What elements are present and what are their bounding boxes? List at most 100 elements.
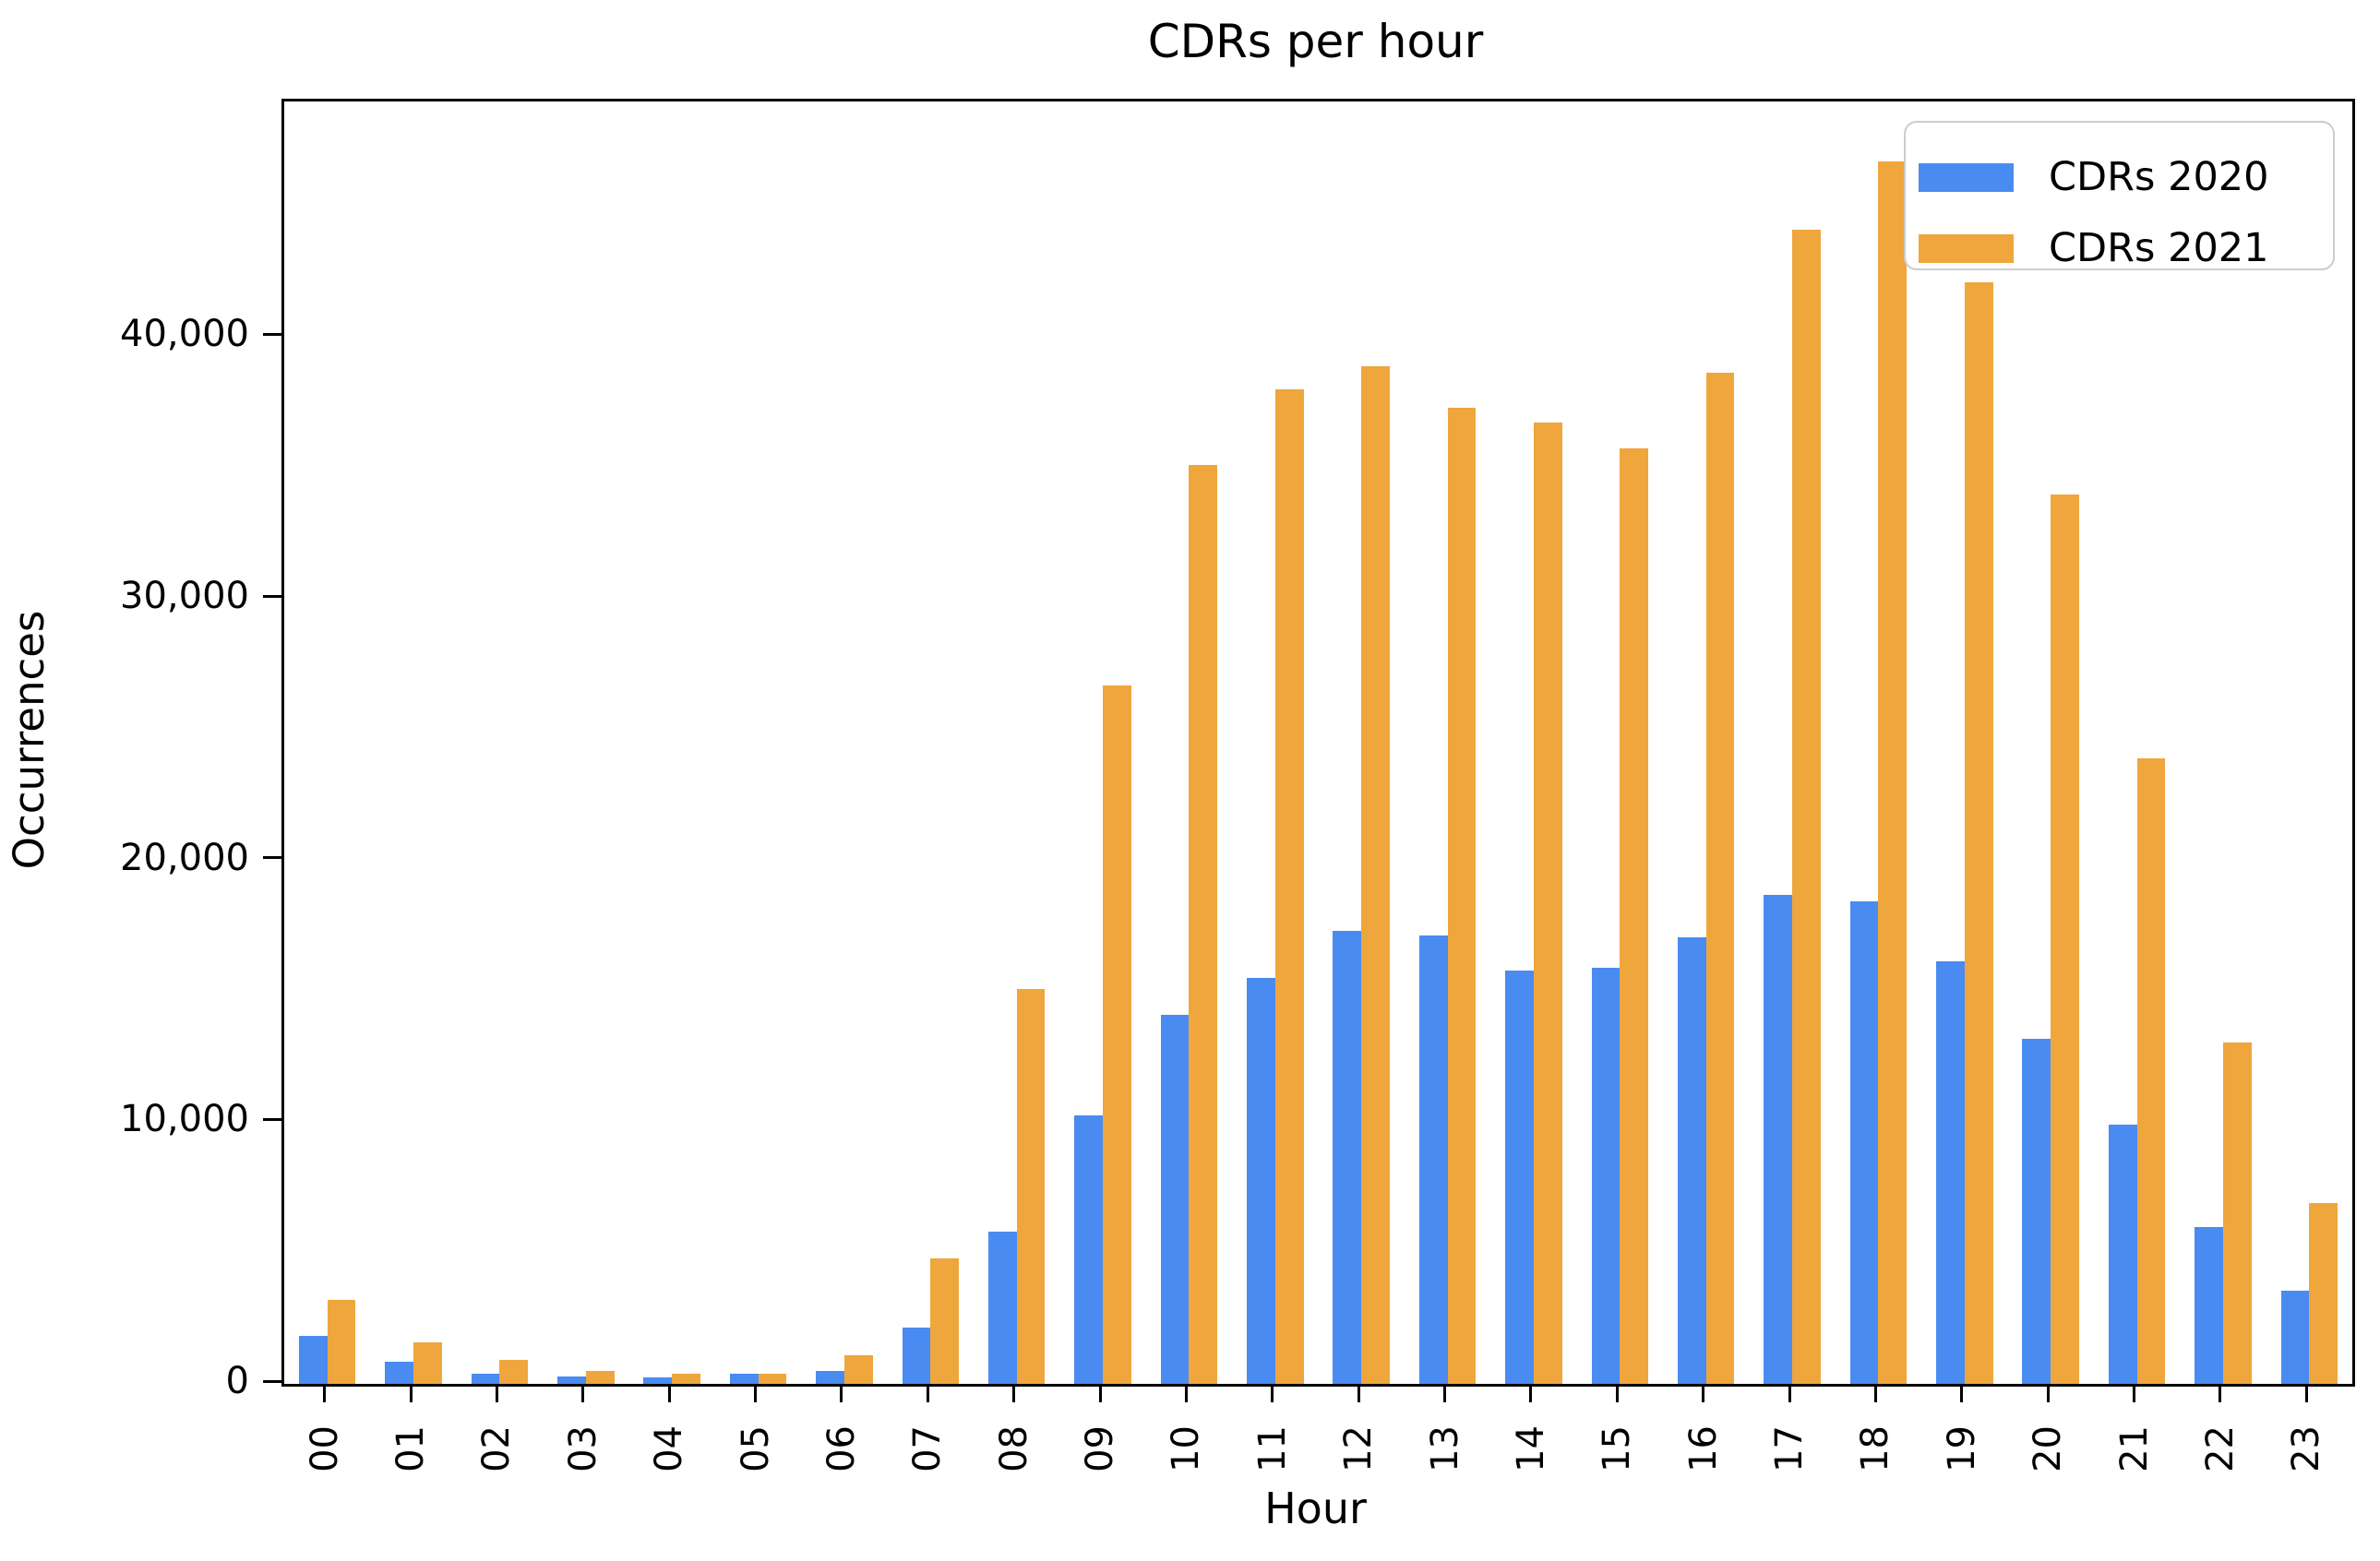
x-tick-mark-17 <box>1788 1384 1791 1402</box>
bar-cdrs-2020-hour-16 <box>1677 937 1706 1384</box>
bar-cdrs-2021-hour-15 <box>1620 447 1649 1384</box>
x-tick-label-21: 21 <box>2112 1425 2156 1472</box>
bar-cdrs-2021-hour-03 <box>585 1370 615 1384</box>
x-tick-mark-22 <box>2219 1384 2222 1402</box>
bar-cdrs-2020-hour-01 <box>385 1361 414 1384</box>
x-tick-mark-14 <box>1529 1384 1533 1402</box>
x-tick-label-12: 12 <box>1337 1425 1381 1472</box>
bar-cdrs-2020-hour-10 <box>1160 1015 1190 1384</box>
x-tick-label-16: 16 <box>1681 1425 1725 1472</box>
x-tick-label-03: 03 <box>561 1425 604 1472</box>
bar-cdrs-2020-hour-09 <box>1074 1115 1104 1384</box>
x-tick-label-09: 09 <box>1079 1425 1122 1472</box>
x-tick-mark-08 <box>1012 1384 1016 1402</box>
y-tick-label-40000: 40,000 <box>120 313 249 356</box>
legend-label: CDRs 2021 <box>2049 225 2269 271</box>
bar-cdrs-2020-hour-08 <box>987 1232 1017 1384</box>
x-tick-mark-04 <box>667 1384 671 1402</box>
x-tick-label-01: 01 <box>389 1425 433 1472</box>
legend-label: CDRs 2020 <box>2049 154 2269 200</box>
bar-cdrs-2021-hour-11 <box>1274 389 1304 1384</box>
x-tick-mark-02 <box>495 1384 498 1402</box>
x-tick-mark-21 <box>2133 1384 2136 1402</box>
bar-cdrs-2020-hour-20 <box>2022 1038 2051 1384</box>
bar-cdrs-2021-hour-18 <box>1878 161 1908 1384</box>
legend-row-cdrs-2020: CDRs 2020 <box>1919 142 2333 213</box>
bar-cdrs-2020-hour-19 <box>1936 960 1965 1384</box>
legend: CDRs 2020 CDRs 2021 <box>1904 121 2335 270</box>
bar-cdrs-2020-hour-23 <box>2280 1291 2310 1384</box>
y-tick-mark-30000 <box>263 594 281 598</box>
bar-cdrs-2020-hour-02 <box>471 1373 500 1384</box>
bar-cdrs-2021-hour-00 <box>327 1300 356 1384</box>
bar-cdrs-2020-hour-05 <box>729 1373 759 1384</box>
x-tick-mark-00 <box>323 1384 327 1402</box>
x-tick-mark-06 <box>840 1384 843 1402</box>
x-tick-label-22: 22 <box>2198 1425 2242 1472</box>
bar-cdrs-2021-hour-05 <box>758 1373 787 1384</box>
bar-cdrs-2020-hour-07 <box>902 1328 931 1384</box>
x-tick-label-18: 18 <box>1854 1425 1897 1472</box>
x-tick-mark-16 <box>1702 1384 1705 1402</box>
x-tick-mark-10 <box>1184 1384 1188 1402</box>
y-tick-mark-20000 <box>263 856 281 860</box>
bar-cdrs-2021-hour-12 <box>1361 365 1390 1384</box>
bar-cdrs-2020-hour-21 <box>2108 1125 2137 1384</box>
x-tick-label-15: 15 <box>1596 1425 1639 1472</box>
bar-cdrs-2020-hour-04 <box>643 1376 673 1384</box>
bar-cdrs-2021-hour-22 <box>2222 1042 2252 1384</box>
x-tick-mark-23 <box>2304 1384 2308 1402</box>
x-tick-label-10: 10 <box>1165 1425 1208 1472</box>
bar-cdrs-2021-hour-10 <box>1189 465 1218 1384</box>
x-tick-label-19: 19 <box>1940 1425 1983 1472</box>
x-tick-label-17: 17 <box>1768 1425 1812 1472</box>
bar-cdrs-2020-hour-06 <box>816 1370 844 1384</box>
chart-title: CDRs per hour <box>1147 15 1484 68</box>
plot-area <box>281 99 2355 1387</box>
legend-row-cdrs-2021: CDRs 2021 <box>1919 213 2333 284</box>
x-tick-mark-19 <box>1960 1384 1964 1402</box>
bar-cdrs-2020-hour-22 <box>2195 1226 2223 1384</box>
x-tick-mark-07 <box>926 1384 929 1402</box>
x-tick-mark-15 <box>1615 1384 1619 1402</box>
x-tick-label-06: 06 <box>819 1425 863 1472</box>
bar-cdrs-2021-hour-04 <box>672 1373 700 1384</box>
x-tick-mark-01 <box>409 1384 413 1402</box>
bar-cdrs-2021-hour-16 <box>1705 372 1735 1384</box>
legend-color-patch <box>1919 163 2014 192</box>
x-tick-label-07: 07 <box>906 1425 950 1472</box>
bar-cdrs-2020-hour-18 <box>1849 900 1879 1384</box>
y-tick-mark-10000 <box>263 1117 281 1121</box>
x-tick-mark-18 <box>1873 1384 1877 1402</box>
bar-cdrs-2020-hour-17 <box>1764 894 1793 1384</box>
bar-cdrs-2020-hour-13 <box>1418 935 1448 1384</box>
bar-cdrs-2021-hour-08 <box>1016 988 1046 1384</box>
bar-cdrs-2021-hour-07 <box>930 1257 960 1384</box>
bar-cdrs-2021-hour-14 <box>1533 422 1562 1384</box>
bar-cdrs-2021-hour-17 <box>1792 230 1821 1384</box>
x-tick-label-14: 14 <box>1509 1425 1552 1472</box>
bar-cdrs-2020-hour-00 <box>298 1335 328 1384</box>
x-tick-label-05: 05 <box>734 1425 777 1472</box>
bar-cdrs-2021-hour-20 <box>2051 494 2079 1384</box>
y-tick-label-10000: 10,000 <box>120 1098 249 1141</box>
y-tick-label-20000: 20,000 <box>120 836 249 879</box>
bar-cdrs-2020-hour-12 <box>1333 931 1362 1384</box>
x-tick-mark-03 <box>581 1384 585 1402</box>
x-tick-mark-11 <box>1271 1384 1274 1402</box>
bar-cdrs-2021-hour-01 <box>413 1341 442 1384</box>
x-tick-label-04: 04 <box>648 1425 691 1472</box>
bar-cdrs-2021-hour-09 <box>1103 685 1131 1384</box>
x-tick-mark-20 <box>2046 1384 2050 1402</box>
x-tick-label-11: 11 <box>1250 1425 1294 1472</box>
x-tick-label-23: 23 <box>2285 1425 2328 1472</box>
bar-cdrs-2021-hour-13 <box>1447 407 1477 1384</box>
legend-color-patch <box>1919 234 2014 263</box>
bar-cdrs-2021-hour-23 <box>2309 1203 2338 1384</box>
bar-cdrs-2020-hour-14 <box>1505 970 1534 1384</box>
x-tick-mark-05 <box>754 1384 758 1402</box>
bar-cdrs-2021-hour-02 <box>499 1360 529 1384</box>
bar-cdrs-2020-hour-03 <box>557 1376 586 1384</box>
bar-cdrs-2021-hour-06 <box>843 1354 873 1384</box>
